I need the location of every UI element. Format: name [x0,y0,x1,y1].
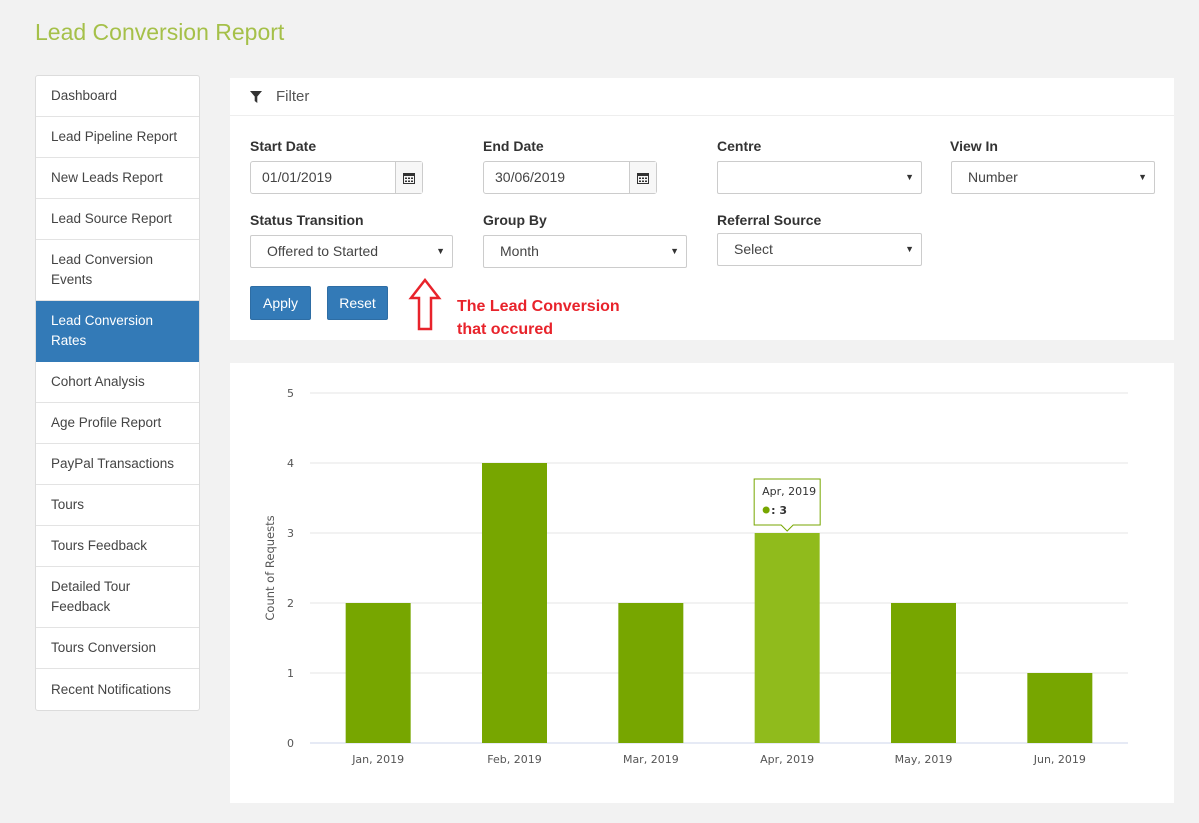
bar[interactable] [345,603,411,743]
y-tick-label: 4 [287,457,294,470]
y-axis-title: Count of Requests [263,515,277,620]
calendar-icon[interactable] [395,162,422,193]
y-tick-label: 2 [287,597,294,610]
chevron-down-icon: ▼ [670,246,679,256]
chevron-down-icon: ▼ [1138,172,1147,182]
reset-button[interactable]: Reset [327,286,388,320]
referral-source-label: Referral Source [717,212,822,228]
sidebar-item-tours-conversion[interactable]: Tours Conversion [36,628,199,669]
sidebar-item-recent-notifications[interactable]: Recent Notifications [51,681,172,697]
filter-header[interactable]: Filter [230,78,1174,116]
apply-button[interactable]: Apply [250,286,311,320]
view-in-label: View In [950,138,998,154]
filter-panel: Filter Start Date End Date Centre View I… [230,78,1174,340]
chevron-down-icon: ▼ [905,172,914,182]
x-tick-label: Feb, 2019 [487,753,541,766]
sidebar-item-paypal-transactions[interactable]: PayPal Transactions [36,444,199,485]
tooltip-box [753,478,821,532]
group-by-select[interactable]: Month ▼ [483,235,687,268]
bar[interactable] [1027,673,1093,743]
y-tick-label: 0 [287,737,294,750]
group-by-label: Group By [483,212,547,228]
centre-select[interactable]: ▼ [717,161,922,194]
sidebar-item-cohort-analysis[interactable]: Cohort Analysis [36,362,199,403]
end-date-field[interactable]: 30/06/2019 [483,161,657,194]
y-tick-label: 5 [287,387,294,400]
sidebar-item-detailed-tour-feedback[interactable]: Detailed Tour Feedback [36,567,199,628]
sidebar-nav: Dashboard Lead Pipeline Report New Leads R… [35,75,200,711]
sidebar-item-tours-feedback[interactable]: Tours Feedback [36,526,199,567]
start-date-label: Start Date [250,138,317,154]
end-date-value[interactable]: 30/06/2019 [495,169,566,185]
x-tick-label: Jan, 2019 [351,753,404,766]
referral-source-value: Select [734,241,773,257]
page-title: Lead Conversion Report [35,19,285,45]
sidebar-item-new-leads-report[interactable]: New Leads Report [36,158,199,199]
annotation-text: The Lead Conversion that occured [457,295,620,341]
x-tick-label: Mar, 2019 [623,753,679,766]
sidebar-item-lead-conversion-rates[interactable]: Lead Conversion Rates [36,301,199,362]
bar-chart: 0 1 2 3 4 5 Count of Requests Jan, 2019 Feb, 201… [263,387,1128,766]
x-tick-label: Apr, 2019 [760,753,814,766]
tooltip-value: : 3 [771,504,787,517]
status-transition-select[interactable]: Offered to Started ▼ [250,235,453,268]
start-date-value[interactable]: 01/01/2019 [262,169,333,185]
chevron-down-icon: ▼ [436,246,445,256]
bar[interactable] [618,603,684,743]
bar[interactable] [891,603,956,743]
sidebar-item-dashboard[interactable]: Dashboard [36,76,199,117]
centre-label: Centre [717,138,762,154]
bar[interactable] [482,463,547,743]
tooltip-marker [762,506,770,514]
group-by-value: Month [500,243,539,259]
view-in-value: Number [968,169,1018,185]
sidebar-item-lead-pipeline-report[interactable]: Lead Pipeline Report [36,117,199,158]
tooltip-title: Apr, 2019 [762,485,816,498]
annotation-line-1: The Lead Conversion [457,298,620,315]
annotation-arrow-icon [408,278,442,331]
referral-source-select[interactable]: Select ▼ [717,233,922,266]
bar[interactable] [754,533,820,743]
filter-title: Filter [276,88,310,105]
end-date-label: End Date [483,138,544,154]
y-tick-label: 1 [287,667,294,680]
view-in-select[interactable]: Number ▼ [951,161,1155,194]
filter-icon [250,90,262,103]
x-tick-label: Jun, 2019 [1033,753,1086,766]
sidebar-item-tours[interactable]: Tours [36,485,199,526]
sidebar-item-lead-conversion-events[interactable]: Lead Conversion Events [36,240,199,301]
annotation-line-2: that occured [457,321,554,338]
status-transition-value: Offered to Started [267,243,379,259]
y-tick-label: 3 [287,527,294,540]
start-date-field[interactable]: 01/01/2019 [250,161,423,194]
status-transition-label: Status Transition [250,212,364,228]
calendar-icon[interactable] [629,162,656,193]
chart-panel: 0 1 2 3 4 5 Count of Requests Jan, 2019 Feb, 201… [230,363,1174,803]
sidebar-item-age-profile-report[interactable]: Age Profile Report [36,403,199,444]
chevron-down-icon: ▼ [905,244,914,254]
x-tick-label: May, 2019 [895,753,953,766]
sidebar-item-lead-source-report[interactable]: Lead Source Report [36,199,199,240]
